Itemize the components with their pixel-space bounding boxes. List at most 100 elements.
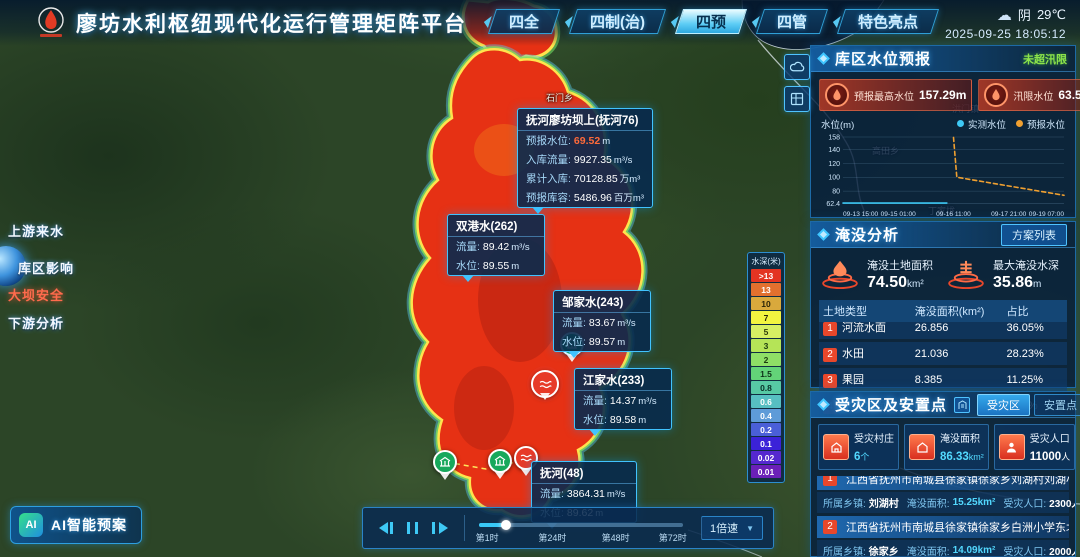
diamond-icon: [817, 398, 830, 411]
legend-entry: 7: [751, 311, 781, 324]
water-drop-icon: [984, 83, 1009, 107]
water-level-chart: 62.4 80 100 120 140 158 09-13 15:00 09-15 01:00…: [826, 135, 1065, 218]
svg-text:140: 140: [828, 147, 840, 154]
water-drop-icon: [825, 83, 849, 107]
flood-point-marker[interactable]: [531, 370, 559, 398]
shelter-marker[interactable]: [433, 450, 457, 474]
svg-text:09-17 21:00: 09-17 21:00: [991, 211, 1027, 218]
cloud-icon: [789, 61, 804, 72]
forecast-series-dot: [1015, 120, 1023, 127]
list-item-detail: 所属乡镇:刘湖村 淹没面积:15.25km² 受灾人口:2300人: [817, 492, 1075, 513]
panel-title: 淹没分析: [835, 227, 900, 244]
flooded-area-stat: 淹没面积 86.33km²: [904, 424, 989, 470]
step-forward-button[interactable]: [432, 521, 448, 535]
diamond-icon: [817, 52, 830, 65]
legend-entry: 1.5: [751, 367, 781, 380]
affected-villages-stat: 受灾村庄 6个: [818, 424, 899, 470]
simulation-player: 第1时 第24时 第48时 第72时 1倍速 ▼: [362, 507, 774, 549]
nav-tabs: 四全 四制(治) 四预 四管 特色亮点: [487, 9, 940, 34]
timeline-progress: [479, 523, 506, 527]
tab-siyu[interactable]: 四预: [674, 9, 748, 34]
legend-entry: 3: [751, 339, 781, 352]
village-icon: [823, 434, 849, 460]
panel-inundation-analysis: 淹没分析 方案列表 淹没土地面积 74.50km²: [810, 221, 1076, 414]
panel-title: 受灾区及安置点: [835, 397, 948, 414]
toggle-shelter[interactable]: 安置点: [1034, 393, 1080, 416]
map-tool-weather-button[interactable]: [784, 54, 810, 80]
shelter-marker[interactable]: [488, 449, 512, 473]
legend-entry: >13: [751, 269, 781, 282]
station-popup-zoujia: 邹家水(243) 流量: 83.67 m³/s 水位: 89.57 m: [553, 290, 651, 358]
legend-entry: 13: [751, 283, 781, 296]
flood-limit-level-stat: 汛限水位 63.5m: [978, 79, 1080, 111]
svg-text:80: 80: [832, 189, 840, 196]
list-item[interactable]: 2 江西省抚州市南城县徐家镇徐家乡白洲小学东北约20...: [817, 516, 1069, 538]
weather-widget: ☁ 阴 29℃ 2025-09-25 18:05:12: [945, 5, 1066, 42]
header: 廖坊水利枢纽现代化运行管理矩阵平台 四全 四制(治) 四预 四管 特色亮点 ☁ …: [0, 0, 1080, 46]
disaster-list: 1 江西省抚州市南城县徐家镇徐家乡刘湖村刘湖小学西... 所属乡镇:刘湖村 淹没…: [811, 476, 1075, 557]
station-popup-jiangjia: 江家水(233) 流量: 14.37 m³/s 水位: 89.58 m: [574, 368, 672, 436]
measured-series-dot: [956, 120, 964, 127]
flood-cone-icon: [822, 260, 858, 289]
playback-speed-select[interactable]: 1倍速 ▼: [700, 516, 763, 540]
map-tool-layers-button[interactable]: [784, 86, 810, 112]
sidebar-item-upstream[interactable]: 上游来水: [8, 224, 65, 239]
sidebar-item-downstream[interactable]: 下游分析: [8, 316, 65, 331]
datetime: 2025-09-25 18:05:12: [945, 27, 1066, 41]
legend-entry: 2: [751, 353, 781, 366]
depth-gauge-icon: [948, 260, 984, 289]
wave-icon: [539, 380, 552, 388]
ai-plan-button[interactable]: AI AI智能预案: [10, 506, 142, 544]
legend-entry: 5: [751, 325, 781, 338]
legend-entry: 0.01: [751, 465, 781, 478]
svg-text:09-19 07:00: 09-19 07:00: [1029, 211, 1065, 218]
timeline-knob[interactable]: [500, 520, 511, 530]
legend-entry: 0.6: [751, 395, 781, 408]
legend-entry: 0.02: [751, 451, 781, 464]
station-popup-liaofang: 抚河廖坊坝上(抚河76) 预报水位: 69.52 m 入库流量: 9927.35 m³/…: [517, 108, 653, 214]
svg-text:09-13 15:00: 09-13 15:00: [843, 211, 879, 218]
step-back-button[interactable]: [379, 521, 393, 535]
affected-population-stat: 受灾人口 11000人: [993, 424, 1076, 470]
svg-text:09-16 11:00: 09-16 11:00: [936, 211, 971, 218]
table-row[interactable]: 2 水田 21.036 28.23%: [819, 342, 1067, 365]
inundated-area-stat: 淹没土地面积 74.50km²: [821, 256, 939, 292]
chart-legend: 水位(m) 实测水位 预报水位: [811, 114, 1075, 131]
table-row[interactable]: 1 河流水面 26.856 36.05%: [819, 322, 1067, 339]
legend-entry: 0.8: [751, 381, 781, 394]
legend-entry: 0.1: [751, 437, 781, 450]
tab-siquan[interactable]: 四全: [487, 9, 561, 34]
house-icon: [909, 434, 935, 460]
legend-entry: 10: [751, 297, 781, 310]
panel-water-level-forecast: 库区水位预报 未超汛限 预报最高水位 157.29m 汛限水位 63.5m 水位…: [810, 45, 1080, 218]
diamond-icon: [817, 228, 830, 241]
panel-title: 库区水位预报: [835, 51, 932, 68]
timeline-track[interactable]: [479, 520, 683, 530]
layers-icon: [790, 92, 804, 106]
table-row[interactable]: 3 果园 8.385 11.25%: [819, 368, 1067, 391]
legend-entry: 0.2: [751, 423, 781, 436]
sidebar-item-dam-safety[interactable]: 大坝安全: [8, 288, 65, 303]
svg-text:62.4: 62.4: [826, 201, 840, 208]
svg-text:100: 100: [828, 175, 840, 182]
building-icon[interactable]: [954, 396, 971, 413]
forecast-max-level-stat: 预报最高水位 157.29m: [819, 79, 973, 111]
list-item-detail: 所属乡镇:徐家乡 淹没面积:14.09km² 受灾人口:2000人: [817, 540, 1075, 557]
sidebar-item-reservoir-impact[interactable]: 库区影响: [18, 261, 75, 276]
tab-siguan[interactable]: 四管: [755, 9, 829, 34]
land-type-table-header: 土地类型 淹没面积(km²) 占比: [819, 300, 1067, 322]
water-depth-legend: 水深(米) >13 13 10 7 5 3 2 1.5 0.8 0.6 0.4 …: [747, 252, 785, 483]
tab-tese[interactable]: 特色亮点: [836, 9, 940, 34]
max-depth-stat: 最大淹没水深 35.86m: [947, 256, 1065, 292]
legend-entry: 0.4: [751, 409, 781, 422]
school-icon: [494, 455, 506, 466]
pause-button[interactable]: [407, 521, 418, 535]
ai-icon: AI: [19, 513, 43, 537]
toggle-disaster-area[interactable]: 受灾区: [977, 393, 1031, 416]
flood-limit-status-badge: 未超汛限: [1023, 53, 1067, 66]
scheme-list-button[interactable]: 方案列表: [1001, 223, 1067, 246]
weather-condition: 阴: [1017, 8, 1031, 23]
tab-sizhi[interactable]: 四制(治): [568, 9, 667, 34]
list-item[interactable]: 1 江西省抚州市南城县徐家镇徐家乡刘湖村刘湖小学西...: [817, 476, 1069, 490]
